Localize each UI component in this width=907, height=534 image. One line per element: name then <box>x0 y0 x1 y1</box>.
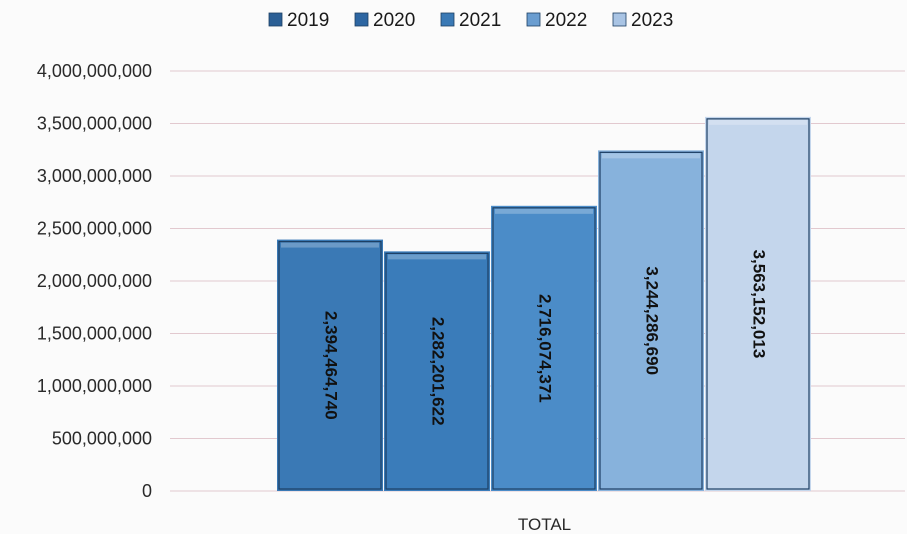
y-tick-label: 3,000,000,000 <box>37 166 152 186</box>
y-tick-label: 3,500,000,000 <box>37 114 152 134</box>
bar-bevel-2020 <box>385 252 489 490</box>
legend-label-2019: 2019 <box>287 10 329 31</box>
legend-label-2023: 2023 <box>631 10 673 31</box>
legend-swatch-2019 <box>268 12 283 27</box>
legend-swatch-2023 <box>612 12 627 27</box>
x-axis-categories: TOTAL <box>518 515 571 534</box>
legend: 2019 2020 2021 2022 2023 <box>268 10 673 31</box>
bar-highlight-2020 <box>388 254 486 260</box>
bar-highlight-2019 <box>281 242 379 248</box>
bar-bevel-2019 <box>278 240 382 490</box>
y-tick-label: 2,500,000,000 <box>37 219 152 239</box>
y-tick-label: 500,000,000 <box>52 429 152 449</box>
data-label-2023: 3,563,152,013 <box>750 250 769 359</box>
y-axis-ticks: 0 500,000,000 1,000,000,000 1,500,000,000 2,… <box>37 61 152 501</box>
legend-label-2021: 2021 <box>459 10 501 31</box>
legend-swatch-2020 <box>354 12 369 27</box>
legend-label-2022: 2022 <box>545 10 587 31</box>
bar-bevel-2022 <box>599 151 703 490</box>
bars <box>277 116 811 491</box>
data-label-2019: 2,394,464,740 <box>322 311 341 420</box>
y-tick-label: 0 <box>142 481 152 501</box>
bar-bevel-2023 <box>706 118 810 490</box>
bar-highlight-2021 <box>495 208 593 214</box>
data-label-2020: 2,282,201,622 <box>429 317 448 426</box>
y-tick-label: 2,000,000,000 <box>37 271 152 291</box>
data-label-2021: 2,716,074,371 <box>536 294 555 403</box>
y-tick-label: 4,000,000,000 <box>37 61 152 81</box>
legend-label-2020: 2020 <box>373 10 415 31</box>
y-tick-label: 1,500,000,000 <box>37 324 152 344</box>
legend-swatch-2021 <box>440 12 455 27</box>
y-tick-label: 1,000,000,000 <box>37 376 152 396</box>
data-labels: 2,394,464,740 2,282,201,622 2,716,074,371 3… <box>322 250 769 426</box>
bar-highlight-2023 <box>709 119 807 125</box>
bar-highlight-2022 <box>602 153 700 159</box>
bar-bevel-2021 <box>492 207 596 490</box>
legend-swatch-2022 <box>526 12 541 27</box>
x-category-label: TOTAL <box>518 515 571 534</box>
data-label-2022: 3,244,286,690 <box>643 266 662 375</box>
